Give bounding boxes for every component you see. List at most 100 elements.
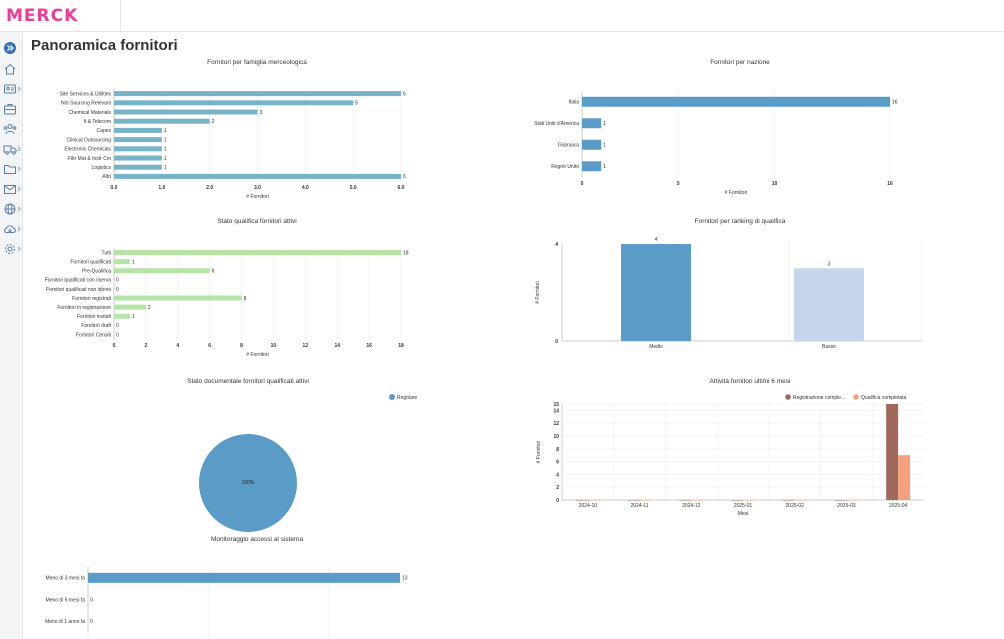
bar bbox=[114, 173, 401, 179]
x-tick-label: 2025-04 bbox=[889, 503, 908, 509]
bar bbox=[114, 313, 130, 319]
x-tick-label: 6 bbox=[208, 343, 211, 349]
folder-icon bbox=[4, 165, 21, 174]
x-tick-label: 2024-11 bbox=[631, 503, 649, 509]
bar-value-label: 2 bbox=[212, 119, 215, 125]
merck-logo[interactable]: MERCK bbox=[6, 6, 79, 26]
sidebar-item-documenti[interactable] bbox=[3, 162, 21, 176]
sidebar-item-download[interactable] bbox=[3, 222, 21, 236]
x-tick-label: 2 bbox=[144, 343, 147, 349]
chart-title: Monitoraggio accessi al sistema bbox=[211, 536, 304, 543]
chart-nazione: Fornitori per nazione 0 5 10 16 Italia 16 Stati… bbox=[500, 54, 980, 204]
bar bbox=[575, 500, 588, 501]
x-tick-label: 4.0 bbox=[302, 185, 309, 191]
y-tick-label: 4 bbox=[555, 242, 558, 248]
bar bbox=[114, 146, 162, 152]
bar-value-label: 0 bbox=[90, 619, 93, 625]
x-tick-label: 2024-10 bbox=[579, 503, 598, 509]
sidebar-item-logistica[interactable] bbox=[3, 142, 21, 156]
y-tick-label: 4 bbox=[556, 472, 559, 478]
bar bbox=[114, 304, 146, 310]
chart-ranking-svg: Fornitori per ranking di qualifica 0 4 # Fo… bbox=[535, 218, 923, 350]
y-axis-label: # Fornitori bbox=[536, 441, 542, 464]
category-label: Fornitori invitati bbox=[77, 314, 111, 320]
header-divider bbox=[120, 0, 121, 31]
chart-title: Fornitori per nazione bbox=[710, 59, 770, 66]
bar bbox=[731, 500, 743, 501]
x-tick-label: 2024-12 bbox=[682, 503, 701, 509]
category-label: Clinical Outsourcing bbox=[67, 137, 112, 143]
chart-documentale-svg: Stato documentale fornitori qualificati … bbox=[187, 378, 418, 532]
x-tick-label: 16 bbox=[366, 343, 372, 349]
y-tick-label: 10 bbox=[553, 434, 559, 440]
bar-value-label: 6 bbox=[403, 174, 406, 180]
pie-slice-label: 100% bbox=[242, 480, 255, 486]
legend-marker bbox=[389, 394, 395, 400]
sidebar bbox=[0, 32, 23, 639]
bar bbox=[114, 109, 258, 115]
category-label: Giamaica bbox=[558, 143, 579, 149]
bar-value-label: 1 bbox=[603, 121, 606, 127]
globe-icon bbox=[4, 203, 21, 215]
bar-value-label: 8 bbox=[244, 296, 247, 302]
category-label: Fornitori draft bbox=[81, 323, 111, 329]
x-tick-label: 2025-01 bbox=[734, 503, 753, 509]
category-label: Not Sourcing Relevant bbox=[61, 101, 112, 107]
bar-value-label: 6 bbox=[212, 269, 215, 275]
expand-sidebar-button[interactable] bbox=[3, 41, 21, 55]
chart-title: Fornitori per ranking di qualifica bbox=[695, 218, 786, 225]
x-tick-label: 8 bbox=[240, 343, 243, 349]
bar bbox=[114, 100, 354, 106]
bar bbox=[886, 404, 899, 500]
legend-marker bbox=[785, 394, 791, 400]
bar-value-label: 2 bbox=[148, 305, 151, 311]
bar bbox=[898, 455, 911, 500]
bar-value-label: 4 bbox=[655, 237, 658, 243]
bar bbox=[743, 500, 755, 501]
chart-qualifica: Stato qualifica fornitori attivi 0 2 4 6 8 10 1… bbox=[22, 212, 492, 367]
sidebar-item-anagrafica[interactable] bbox=[3, 82, 21, 96]
cloud-download-icon bbox=[4, 225, 21, 233]
bar bbox=[114, 137, 162, 143]
legend-label: Regolare bbox=[397, 395, 418, 401]
y-tick-label: 14 bbox=[553, 408, 559, 414]
category-label: Fornitori in registrazione bbox=[57, 305, 111, 311]
x-tick-label: 2025-02 bbox=[786, 503, 805, 509]
bar bbox=[114, 127, 162, 133]
category-label: Meno di 3 mesi fa bbox=[46, 576, 86, 582]
chart-attivita-svg: Attività fornitori ultimi 6 mesi 0 2 4 6 8 10 1… bbox=[536, 378, 924, 517]
category-label: Meno di 6 mesi fa bbox=[46, 597, 86, 603]
sidebar-item-mercato[interactable] bbox=[3, 202, 21, 216]
sidebar-item-utenti[interactable] bbox=[3, 122, 21, 136]
sidebar-item-messaggi[interactable] bbox=[3, 182, 21, 196]
bar-value-label: 3 bbox=[828, 261, 831, 267]
id-card-icon bbox=[4, 84, 21, 94]
bar-value-label: 1 bbox=[132, 259, 135, 265]
sidebar-item-home[interactable] bbox=[3, 62, 21, 76]
category-label: Filtr Mat & Instr Cm bbox=[68, 156, 111, 162]
bar bbox=[587, 500, 600, 501]
bar bbox=[582, 96, 890, 107]
category-label: Fornitori qualificati non idonei bbox=[46, 287, 111, 293]
x-tick-label: 16 bbox=[887, 181, 893, 187]
bar-value-label: 1 bbox=[164, 137, 167, 143]
bar-value-label: 1 bbox=[164, 128, 167, 134]
bar-value-label: 0 bbox=[116, 323, 119, 329]
x-tick-label: 5 bbox=[677, 181, 680, 187]
category-label: Meno di 1 anno fa bbox=[45, 619, 85, 625]
bar bbox=[582, 118, 602, 129]
chart-nazione-svg: Fornitori per nazione 0 5 10 16 Italia 16 Stati… bbox=[534, 59, 898, 196]
pie-slice bbox=[199, 434, 297, 532]
bar bbox=[794, 500, 807, 501]
chart-title: Fornitori per famiglia merceologica bbox=[207, 59, 307, 66]
x-tick-label: 10 bbox=[772, 181, 778, 187]
bar bbox=[114, 295, 242, 301]
sidebar-item-impostazioni[interactable] bbox=[3, 242, 21, 256]
sidebar-item-portfolio[interactable] bbox=[3, 102, 21, 116]
x-tick-label: 14 bbox=[334, 343, 340, 349]
x-tick-label: 0 bbox=[581, 181, 584, 187]
bar-value-label: 0 bbox=[90, 597, 93, 603]
bar bbox=[627, 500, 640, 501]
x-tick-label: 12 bbox=[303, 343, 309, 349]
category-label: Fornitori qualificati bbox=[70, 259, 111, 265]
